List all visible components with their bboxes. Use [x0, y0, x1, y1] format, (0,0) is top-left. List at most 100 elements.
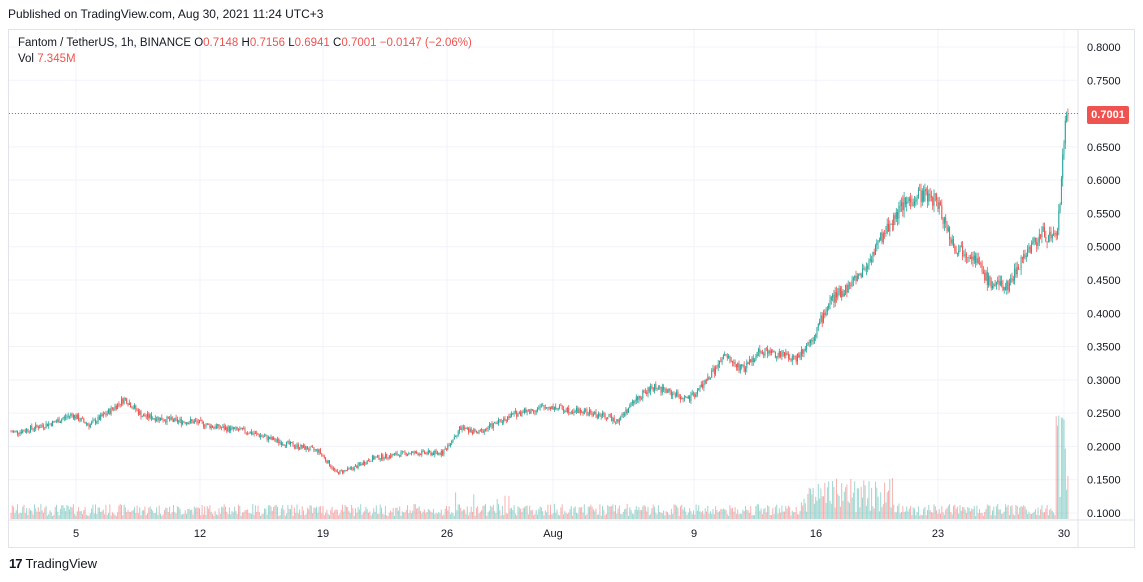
- volume-bar: [271, 510, 273, 519]
- volume-bar: [517, 506, 519, 519]
- candle-body: [517, 413, 519, 417]
- volume-bar: [993, 506, 995, 519]
- candle-body: [111, 407, 113, 409]
- volume-bar: [963, 507, 965, 519]
- volume-bar: [28, 508, 30, 519]
- candle-body: [1042, 227, 1044, 232]
- candle-body: [412, 451, 414, 453]
- volume-bar: [929, 510, 931, 519]
- volume-bar: [227, 514, 229, 519]
- volume-bar: [739, 513, 741, 519]
- volume-bar: [681, 504, 683, 519]
- candle-body: [728, 356, 730, 358]
- candle-body: [839, 288, 841, 298]
- candle-body: [144, 414, 146, 417]
- volume-bar: [1001, 513, 1003, 519]
- volume-bar: [316, 506, 317, 519]
- volume-bar: [1018, 514, 1019, 519]
- candle-body: [66, 416, 68, 418]
- candle-body: [816, 327, 818, 335]
- candle-body: [914, 201, 915, 205]
- candle-body: [804, 348, 806, 351]
- candle-body: [592, 414, 594, 416]
- volume-bar: [473, 494, 475, 519]
- volume-bar: [906, 506, 908, 519]
- volume-bar: [36, 511, 38, 519]
- volume-bar: [673, 504, 675, 519]
- candle-body: [503, 418, 505, 423]
- volume-bar: [48, 514, 50, 519]
- candle-body: [709, 377, 711, 380]
- volume-bar: [915, 515, 917, 519]
- candle-body: [637, 396, 639, 400]
- candle-body: [878, 240, 880, 241]
- candle-body: [468, 427, 470, 433]
- candle-body: [93, 419, 95, 421]
- candle-body: [430, 451, 432, 456]
- volume-bar: [988, 505, 990, 519]
- candle-body: [88, 424, 90, 428]
- volume-bar: [825, 502, 827, 519]
- volume-bar: [982, 515, 984, 519]
- candle-body: [410, 452, 412, 454]
- volume-bar: [258, 512, 260, 519]
- candle-body: [735, 364, 737, 368]
- candle-body: [217, 424, 219, 427]
- candle-body: [481, 429, 483, 431]
- volume-bar: [39, 511, 41, 519]
- candle-body: [715, 367, 717, 374]
- volume-bar: [529, 505, 531, 519]
- candle-body: [761, 351, 763, 354]
- candle-body: [724, 354, 726, 356]
- volume-bar: [897, 505, 899, 519]
- tradingview-footer[interactable]: 17 TradingView: [9, 556, 97, 571]
- volume-bar: [347, 507, 349, 519]
- candle-body: [590, 409, 592, 414]
- volume-bar: [1034, 509, 1036, 519]
- volume-bar: [466, 506, 468, 519]
- candle-body: [925, 188, 927, 192]
- volume-bar: [479, 511, 481, 519]
- y-tick-label: 0.6000: [1087, 175, 1121, 187]
- volume-bar: [178, 506, 180, 519]
- candle-body: [838, 288, 840, 293]
- candle-body: [17, 430, 18, 434]
- volume-bar: [811, 494, 813, 519]
- volume-bar: [1067, 475, 1069, 519]
- volume-bar: [1032, 512, 1034, 519]
- volume-bar: [148, 507, 150, 519]
- volume-bar: [1066, 489, 1068, 519]
- volume-bar: [199, 508, 200, 519]
- candle-body: [755, 356, 757, 361]
- candle-body: [1066, 114, 1068, 121]
- volume-bar: [720, 508, 722, 519]
- volume-bar: [628, 515, 629, 519]
- candle-body: [192, 420, 194, 424]
- candle-body: [570, 411, 572, 413]
- candle-body: [1038, 234, 1040, 243]
- volume-bar: [163, 510, 165, 519]
- candle-body: [74, 415, 76, 419]
- volume-bar: [1031, 514, 1032, 519]
- candle-body: [1024, 254, 1026, 257]
- chart-frame[interactable]: [8, 29, 1135, 548]
- y-tick-label: 0.1000: [1087, 508, 1121, 520]
- candle-body: [644, 391, 646, 393]
- candle-body: [516, 411, 518, 417]
- volume-bar: [667, 512, 668, 519]
- volume-bar: [594, 511, 596, 519]
- candle-body: [1055, 233, 1057, 236]
- volume-bar: [75, 515, 77, 519]
- volume-bar: [668, 514, 670, 519]
- candle-body: [576, 407, 577, 412]
- x-tick-label: Aug: [543, 528, 563, 540]
- volume-bar: [384, 505, 386, 519]
- volume-bar: [499, 509, 501, 519]
- volume-bar: [495, 513, 497, 519]
- volume-bar: [719, 511, 720, 519]
- volume-bar: [470, 506, 472, 519]
- volume-bar: [964, 509, 966, 519]
- candle-body: [118, 403, 120, 405]
- candle-body: [59, 421, 61, 423]
